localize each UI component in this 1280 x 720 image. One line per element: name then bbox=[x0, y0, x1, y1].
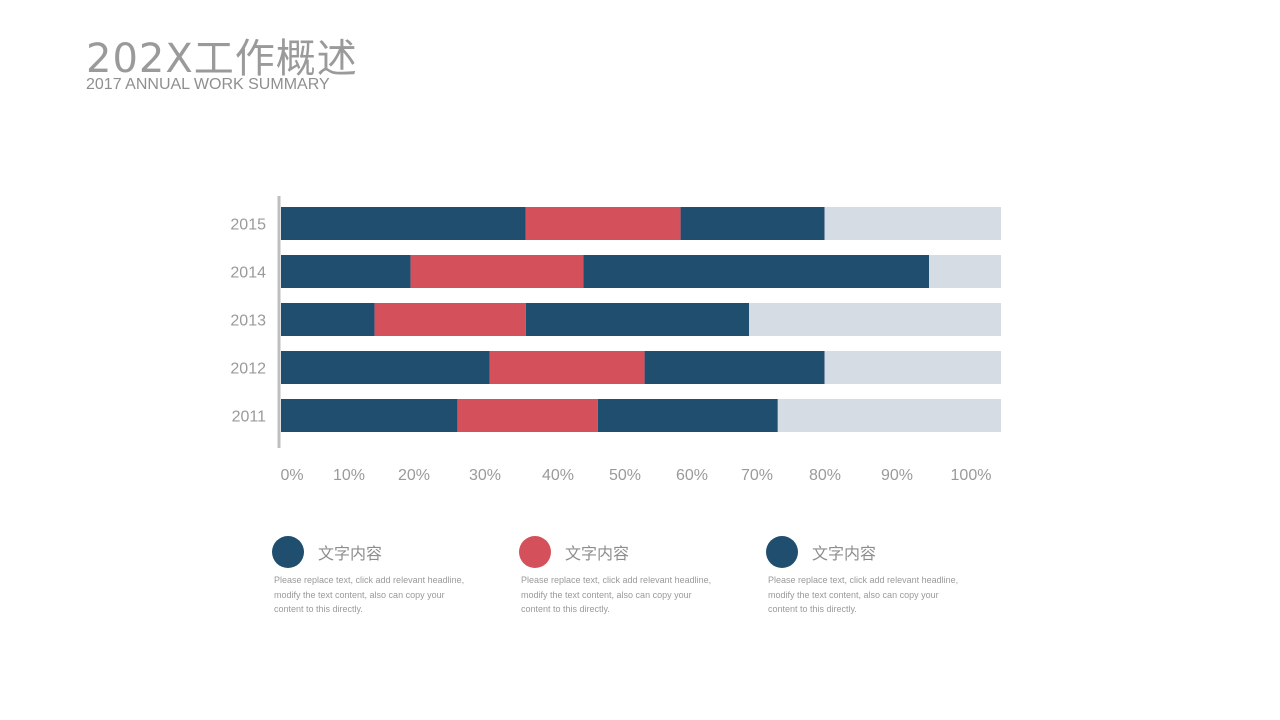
page-title: 202X工作概述 bbox=[86, 36, 358, 82]
x-tick-label: 10% bbox=[333, 467, 365, 484]
x-tick-label: 40% bbox=[542, 467, 574, 484]
bar-segment-2014-1 bbox=[281, 255, 411, 288]
legend-description: Please replace text, click add relevant … bbox=[768, 575, 959, 614]
legend-title: 文字内容 bbox=[565, 544, 630, 563]
page-subtitle: 2017 ANNUAL WORK SUMMARY bbox=[86, 76, 330, 93]
bar-segment-2013-3 bbox=[525, 303, 749, 336]
y-tick-label: 2012 bbox=[230, 361, 266, 378]
bar-segment-2011-4 bbox=[777, 399, 1001, 432]
y-tick-label: 2011 bbox=[232, 409, 267, 426]
bar-segment-2012-4 bbox=[824, 351, 1001, 384]
bar-segment-2015-3 bbox=[680, 207, 825, 240]
bar-segment-2011-3 bbox=[597, 399, 778, 432]
x-tick-label: 20% bbox=[398, 467, 430, 484]
y-tick-label: 2013 bbox=[230, 313, 266, 330]
bar-segment-2015-1 bbox=[281, 207, 526, 240]
bar-segment-2013-1 bbox=[281, 303, 375, 336]
x-tick-label: 80% bbox=[809, 467, 841, 484]
bar-segment-2011-1 bbox=[281, 399, 458, 432]
y-tick-label: 2014 bbox=[230, 265, 266, 282]
bar-segment-2014-2 bbox=[410, 255, 584, 288]
legend-title: 文字内容 bbox=[318, 544, 383, 563]
bar-segment-2013-2 bbox=[374, 303, 526, 336]
legend-description: Please replace text, click add relevant … bbox=[521, 575, 712, 614]
x-tick-label: 60% bbox=[676, 467, 708, 484]
x-tick-label: 90% bbox=[881, 467, 913, 484]
bar-segment-2011-2 bbox=[457, 399, 598, 432]
y-tick-label: 2015 bbox=[230, 217, 266, 234]
bar-segment-2015-2 bbox=[525, 207, 681, 240]
x-tick-label: 70% bbox=[741, 467, 773, 484]
legend-description: Please replace text, click add relevant … bbox=[274, 575, 465, 614]
bar-segment-2013-4 bbox=[749, 303, 1001, 336]
bar-segment-2012-1 bbox=[281, 351, 490, 384]
x-tick-label: 30% bbox=[469, 467, 501, 484]
bar-segment-2014-4 bbox=[929, 255, 1001, 288]
legend-title: 文字内容 bbox=[812, 544, 877, 563]
legend-dot-icon bbox=[519, 536, 551, 568]
legend-dot-icon bbox=[272, 536, 304, 568]
x-tick-label: 100% bbox=[951, 467, 992, 484]
bar-segment-2012-3 bbox=[644, 351, 825, 384]
bar-segment-2012-2 bbox=[489, 351, 645, 384]
x-tick-label: 50% bbox=[609, 467, 641, 484]
bar-segment-2014-3 bbox=[583, 255, 929, 288]
bar-segment-2015-4 bbox=[824, 207, 1001, 240]
legend-dot-icon bbox=[766, 536, 798, 568]
x-tick-label: 0% bbox=[280, 467, 303, 484]
